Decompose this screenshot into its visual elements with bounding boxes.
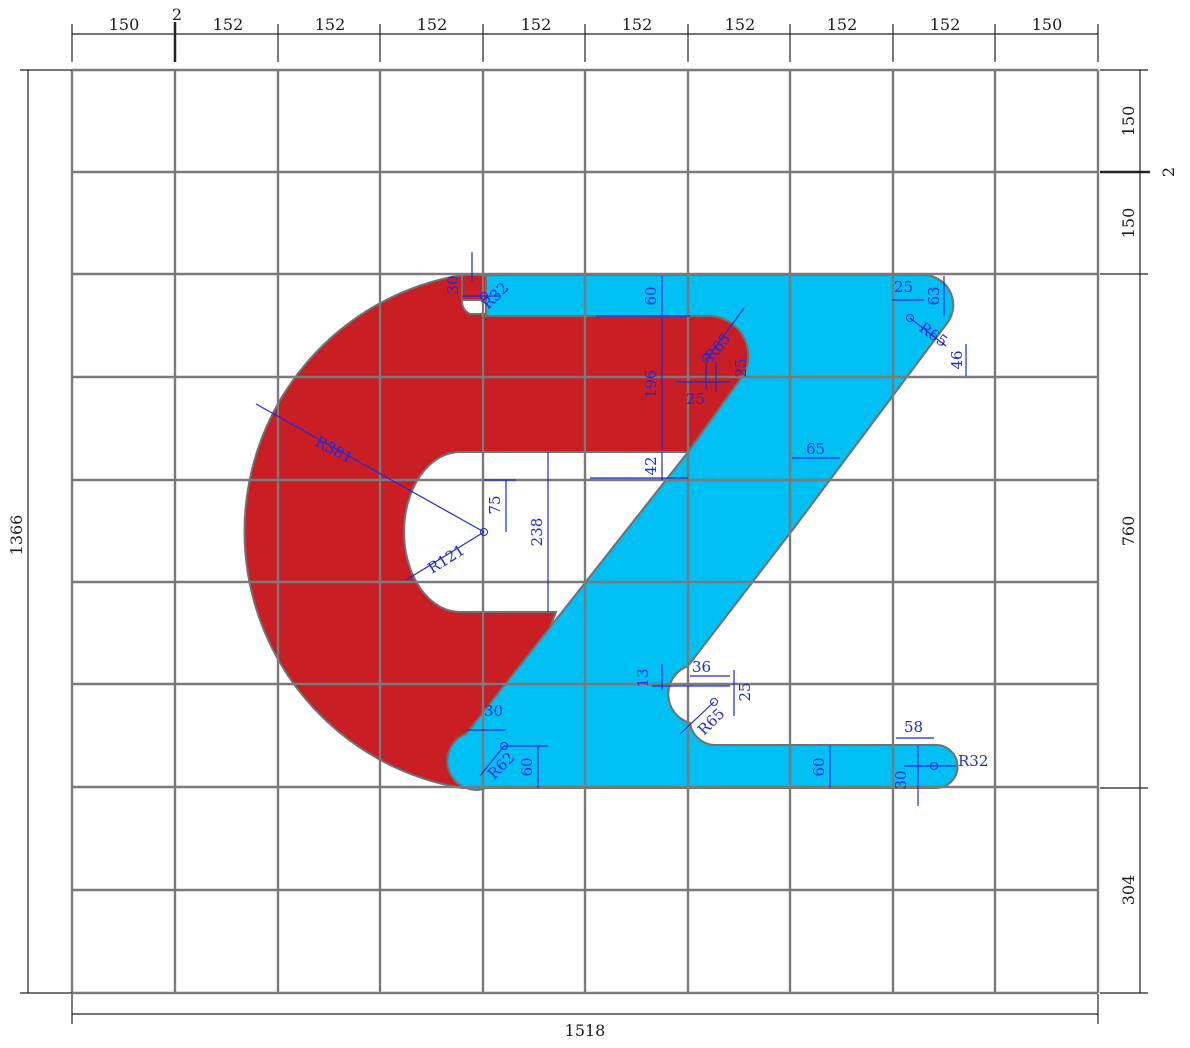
annotation-label: 238: [528, 518, 546, 547]
annotation-label: 13: [634, 668, 652, 687]
annotation-label: 65: [806, 440, 825, 458]
annotation-label: R121: [425, 541, 468, 577]
annotation-line: [909, 317, 947, 347]
annotation-label: 60: [810, 757, 828, 776]
top-dim-label: 2: [172, 5, 182, 24]
top-dim-label: 152: [622, 15, 653, 34]
top-dim-label: 152: [930, 15, 961, 34]
annotation-label: 75: [486, 495, 504, 514]
annotation-label: 42: [642, 456, 660, 475]
annotation-label: 36: [692, 658, 711, 676]
annotation-label: 25: [686, 390, 705, 408]
top-dim-label: 150: [109, 15, 140, 34]
top-dim-label: 152: [827, 15, 858, 34]
annotation-label: 46: [948, 350, 966, 369]
annotation-label: 30: [892, 770, 910, 789]
annotation-label: 58: [904, 718, 923, 736]
shapes: [243, 273, 959, 791]
right-dim-label: 150: [1119, 208, 1138, 239]
annotation-label: 60: [642, 286, 660, 305]
annotation-label: 60: [518, 757, 536, 776]
blue-z-shape: [446, 274, 959, 791]
top-dim-label: 152: [521, 15, 552, 34]
annotation-label: 25: [732, 358, 750, 377]
annotation-line: [255, 403, 485, 533]
grid: [70, 68, 1100, 995]
annotation-label: 25: [894, 278, 913, 296]
left-dim-label: 1366: [7, 515, 26, 556]
annotation-line: [679, 701, 715, 735]
top-dim-label: 152: [213, 15, 244, 34]
annotation-label: 30: [444, 275, 462, 294]
bottom-dimension: 1518: [71, 994, 1099, 1040]
annotation-label: 196: [642, 370, 660, 399]
center-mark: [710, 698, 718, 706]
right-dim-label: 304: [1119, 875, 1138, 906]
center-mark: [480, 292, 488, 300]
center-mark: [702, 354, 710, 362]
top-dim-label: 152: [417, 15, 448, 34]
top-dimension-row: 150 2 152 152 152 152 152 152 152 152 15…: [71, 5, 1099, 62]
annotation-label: 25: [736, 682, 754, 701]
annotation-line: [479, 745, 505, 777]
annotation-line: [405, 531, 485, 581]
top-dim-label: 150: [1032, 15, 1063, 34]
annotation-label: R65: [694, 705, 728, 739]
annotation-label: R32: [958, 752, 988, 770]
annotation-label: 63: [925, 286, 943, 305]
top-dim-label: 152: [725, 15, 756, 34]
top-dim-label: 152: [315, 15, 346, 34]
right-dim-label: 2: [1159, 167, 1178, 177]
center-mark: [906, 314, 914, 322]
center-mark: [480, 528, 488, 536]
center-mark: [930, 762, 938, 770]
left-dimension: 1366: [7, 69, 72, 994]
bottom-dim-label: 1518: [565, 1021, 606, 1040]
right-dim-label: 760: [1119, 516, 1138, 547]
annotation-label: 30: [484, 702, 503, 720]
right-dim-label: 150: [1119, 106, 1138, 137]
right-dimension-column: 150 2 150 760 304: [1100, 69, 1178, 994]
annotation-line: [705, 307, 745, 361]
